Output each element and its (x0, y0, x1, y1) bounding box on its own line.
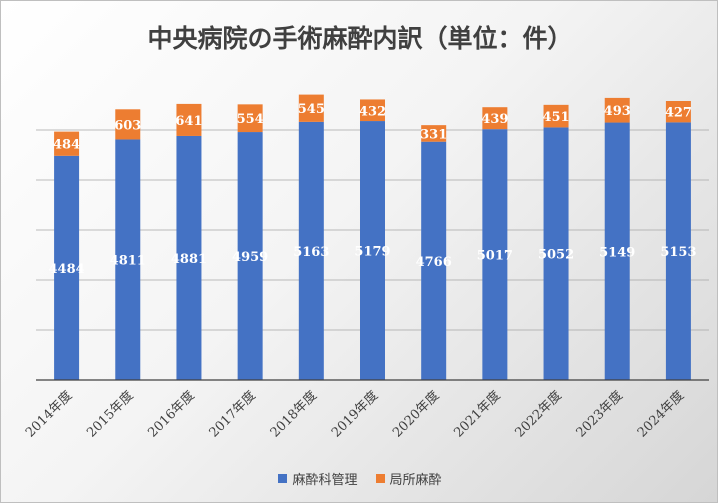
chart-title: 中央病院の手術麻酔内訳（単位：件） (147, 24, 573, 53)
x-tick-label-6: 2020年度 (389, 388, 442, 441)
bar-series-0-8 (543, 127, 569, 381)
data-label-series-0-9: 5149 (599, 245, 635, 260)
data-label-series-0-5: 5179 (354, 245, 390, 260)
data-label-series-1-8: 451 (542, 110, 569, 125)
data-label-series-0-7: 5017 (477, 249, 513, 264)
bar-series-1-6 (421, 125, 447, 142)
data-label-series-1-7: 439 (481, 112, 508, 127)
data-label-series-0-0: 4484 (48, 262, 84, 277)
x-tick-label-7: 2021年度 (451, 388, 504, 441)
legend-item-series-1: 局所麻酔 (375, 469, 442, 488)
data-label-series-1-0: 484 (53, 138, 80, 153)
bar-series-1-3 (237, 104, 263, 133)
x-axis: 2014年度 2015年度 2016年度 2017年度 2018年度 2019年度 2020… (22, 379, 709, 441)
data-label-series-1-2: 641 (175, 114, 202, 129)
data-label-series-0-3: 4959 (232, 250, 268, 265)
legend-swatch-series-0 (278, 474, 288, 483)
bar-series-1-1 (115, 109, 141, 140)
x-tick-label-3: 2017年度 (206, 388, 259, 441)
x-tick-label-2: 2016年度 (145, 388, 198, 441)
x-tick-label-1: 2015年度 (84, 388, 137, 441)
data-label-series-1-5: 432 (359, 104, 386, 119)
bar-layer (54, 94, 691, 381)
legend: 麻酔科管理 局所麻酔 (1, 469, 718, 488)
data-label-series-0-8: 5052 (538, 248, 574, 263)
x-tick-label-0: 2014年度 (22, 388, 75, 441)
legend-item-series-0: 麻酔科管理 (278, 469, 358, 488)
bar-series-0-7 (482, 129, 508, 380)
x-tick-label-9: 2023年度 (573, 388, 626, 441)
data-label-series-0-6: 4766 (416, 255, 452, 270)
bar-series-0-10 (665, 122, 691, 380)
data-label-series-1-3: 554 (237, 112, 264, 127)
bar-series-0-6 (421, 141, 447, 380)
bar-series-1-5 (360, 99, 385, 122)
data-label-series-0-2: 4881 (171, 252, 207, 267)
bar-series-0-1 (115, 139, 141, 380)
x-tick-label-5: 2019年度 (328, 388, 381, 441)
data-label-series-0-10: 5153 (660, 245, 696, 260)
data-label-series-1-6: 331 (420, 127, 447, 142)
legend-label-series-0: 麻酔科管理 (292, 473, 358, 488)
x-tick-label-4: 2018年度 (267, 388, 320, 441)
legend-label-series-1: 局所麻酔 (389, 473, 442, 488)
x-tick-label-8: 2022年度 (512, 388, 565, 441)
data-label-series-1-1: 603 (114, 118, 141, 133)
data-label-series-1-10: 427 (665, 106, 692, 121)
bar-series-1-7 (482, 107, 508, 130)
bar-series-1-8 (543, 104, 569, 128)
value-labels: 4484 484 4811 603 4881 641 4959 554 5163 545 5179 4… (48, 102, 696, 277)
bar-series-0-9 (604, 122, 630, 381)
bar-series-1-2 (176, 103, 202, 136)
x-tick-label-10: 2024年度 (634, 388, 687, 441)
bar-series-1-4 (298, 94, 324, 122)
legend-swatch-series-1 (375, 474, 385, 483)
data-label-series-0-1: 4811 (110, 254, 146, 269)
bar-series-0-2 (176, 135, 202, 380)
bar-series-1-9 (604, 97, 630, 123)
bar-series-0-5 (360, 121, 385, 381)
bar-series-1-10 (665, 101, 691, 123)
bar-series-0-3 (237, 132, 263, 380)
data-label-series-1-9: 493 (604, 104, 631, 119)
bar-series-0-4 (298, 121, 324, 380)
bar-series-0-0 (54, 155, 80, 380)
data-label-series-1-4: 545 (298, 102, 325, 117)
bar-series-1-0 (54, 131, 80, 156)
data-label-series-0-4: 5163 (293, 245, 329, 260)
